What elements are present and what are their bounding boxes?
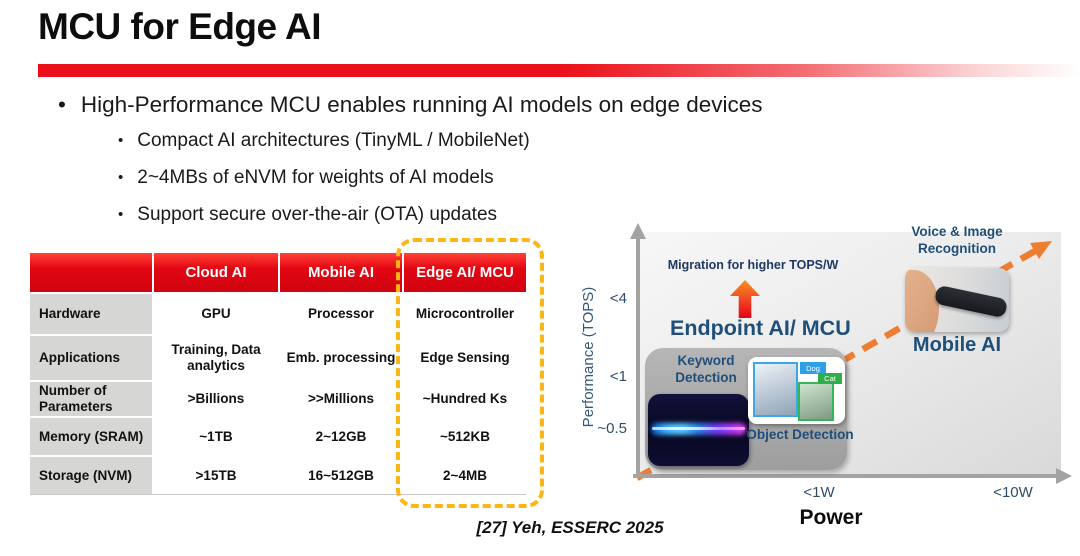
cell-storage-mobile: 16~512GB xyxy=(280,457,402,494)
y-tick-4: <4 xyxy=(609,290,627,307)
bullet-main: High-Performance MCU enables running AI … xyxy=(58,92,978,118)
table-header-mobile-ai: Mobile AI xyxy=(280,253,402,292)
mobile-ai-photo xyxy=(905,268,1009,332)
cell-storage-cloud: >15TB xyxy=(154,457,278,494)
comparison-table: Cloud AI Mobile AI Edge AI/ MCU Hardware… xyxy=(30,253,526,495)
cell-parameters-cloud: >Billions xyxy=(154,382,278,416)
row-label-hardware: Hardware xyxy=(30,294,152,334)
page-title: MCU for Edge AI xyxy=(38,6,322,47)
row-label-storage: Storage (NVM) xyxy=(30,457,152,494)
dog-bounding-box xyxy=(753,362,798,417)
y-axis-arrowhead-icon xyxy=(630,223,646,239)
cell-memory-cloud: ~1TB xyxy=(154,418,278,455)
table-header-edge-ai-mcu: Edge AI/ MCU xyxy=(404,253,526,292)
keyword-detection-label: Keyword Detection xyxy=(675,353,737,385)
bullet-sub-2: 2~4MBs of eNVM for weights of AI models xyxy=(118,167,530,204)
dog-tag-label: Dog xyxy=(800,362,826,374)
cell-parameters-edge: ~Hundred Ks xyxy=(404,382,526,416)
performance-power-chart: Performance (TOPS) <4 <1 ~0.5 Migration … xyxy=(575,222,1080,552)
cat-tag-label: Cat xyxy=(818,373,842,384)
row-label-applications: Applications xyxy=(30,336,152,380)
cat-bounding-box xyxy=(798,382,834,421)
object-detection-label: Object Detection xyxy=(746,427,854,442)
y-axis-line xyxy=(636,238,640,478)
mobile-ai-label: Mobile AI xyxy=(912,334,1002,356)
cell-applications-edge: Edge Sensing xyxy=(404,336,526,380)
x-tick-1w: <1W xyxy=(803,484,835,501)
object-detection-image: Dog Cat xyxy=(748,357,845,424)
y-tick-05: ~0.5 xyxy=(597,420,627,437)
table-header-empty xyxy=(30,253,152,292)
cell-applications-cloud: Training, Data analytics xyxy=(154,336,278,380)
x-axis-line xyxy=(633,474,1057,478)
cell-storage-edge: 2~4MB xyxy=(404,457,526,494)
cell-parameters-mobile: >>Millions xyxy=(280,382,402,416)
cell-memory-edge: ~512KB xyxy=(404,418,526,455)
table-header-cloud-ai: Cloud AI xyxy=(154,253,278,292)
y-tick-1: <1 xyxy=(609,368,627,385)
cell-hardware-edge: Microcontroller xyxy=(404,294,526,334)
citation-text: [27] Yeh, ESSERC 2025 xyxy=(476,518,664,537)
cell-hardware-mobile: Processor xyxy=(280,294,402,334)
cell-hardware-cloud: GPU xyxy=(154,294,278,334)
cell-memory-mobile: 2~12GB xyxy=(280,418,402,455)
row-label-memory: Memory (SRAM) xyxy=(30,418,152,455)
bullet-sublist: Compact AI architectures (TinyML / Mobil… xyxy=(118,130,530,241)
voice-image-recognition-label: Voice & Image Recognition xyxy=(911,224,1003,256)
x-axis-arrowhead-icon xyxy=(1056,468,1072,484)
bullet-sub-1: Compact AI architectures (TinyML / Mobil… xyxy=(118,130,529,167)
title-underline-bar xyxy=(38,64,1080,77)
smartphone-image xyxy=(933,284,1009,319)
migration-annotation: Migration for higher TOPS/W xyxy=(667,258,839,272)
bullet-sub-3: Support secure over-the-air (OTA) update… xyxy=(118,204,530,241)
cell-applications-mobile: Emb. processing xyxy=(280,336,402,380)
endpoint-ai-mcu-label: Endpoint AI/ MCU xyxy=(670,316,851,340)
x-axis-label: Power xyxy=(799,506,863,529)
audio-spectrogram-image xyxy=(648,394,749,466)
x-tick-10w: <10W xyxy=(993,484,1033,501)
row-label-parameters: Number of Parameters xyxy=(30,382,152,416)
